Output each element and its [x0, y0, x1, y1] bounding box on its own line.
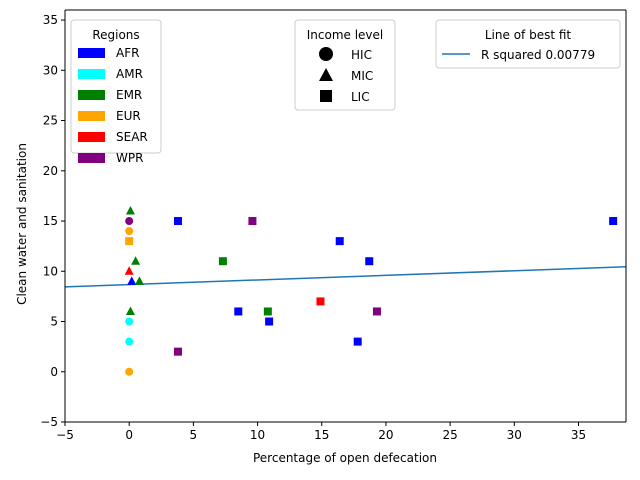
income-legend-label: HIC — [351, 48, 372, 62]
y-tick-label: −5 — [40, 415, 58, 429]
regions-legend-label: WPR — [116, 151, 143, 165]
data-point — [125, 217, 134, 226]
regions-legend-label: EUR — [116, 109, 141, 123]
y-tick-label: 10 — [43, 264, 58, 278]
income-legend: Income level HIC MIC LIC — [294, 19, 396, 111]
data-point — [134, 276, 144, 285]
data-point — [265, 317, 274, 326]
regions-legend-swatch — [78, 90, 105, 100]
data-point — [125, 367, 134, 376]
data-point — [125, 337, 134, 346]
fit-legend-frame — [435, 19, 621, 69]
regions-legend-label: AFR — [116, 46, 139, 60]
data-point — [125, 237, 134, 246]
y-tick-label: 25 — [43, 114, 58, 128]
plot-area — [64, 205, 627, 376]
y-tick-label: 35 — [43, 13, 58, 27]
regions-legend: Regions AFR AMR EMR EUR SEAR WPR — [70, 19, 162, 165]
data-point — [372, 307, 381, 316]
data-point — [609, 217, 618, 226]
income-legend-marker — [320, 90, 332, 102]
x-tick-label: 30 — [507, 428, 522, 442]
data-point — [335, 237, 344, 246]
data-point — [125, 306, 135, 315]
regions-legend-swatch — [78, 111, 105, 121]
x-tick-label: 35 — [571, 428, 586, 442]
y-axis-title: Clean water and sanitation — [15, 143, 29, 305]
regions-legend-title: Regions — [92, 28, 139, 42]
data-point — [218, 257, 227, 266]
data-point — [234, 307, 243, 316]
regions-legend-swatch — [78, 153, 105, 163]
fit-legend-title: Line of best fit — [485, 28, 572, 42]
income-legend-marker — [319, 68, 333, 81]
data-point — [173, 347, 182, 356]
x-tick-label: 10 — [250, 428, 265, 442]
x-tick-label: −5 — [56, 428, 74, 442]
regions-legend-label: SEAR — [116, 130, 148, 144]
y-tick-label: 0 — [50, 365, 58, 379]
axes: −5 0 5 10 15 20 25 30 35 −5 0 5 10 15 20 25 30 35 — [40, 9, 627, 442]
data-point — [127, 276, 137, 285]
data-point — [131, 256, 141, 265]
y-tick-label: 20 — [43, 164, 58, 178]
fit-legend: Line of best fit R squared 0.00779 — [435, 19, 621, 69]
best-fit-line — [64, 265, 627, 288]
y-tick-label: 15 — [43, 214, 58, 228]
x-tick-label: 5 — [190, 428, 198, 442]
data-point — [125, 227, 134, 236]
income-legend-marker — [319, 47, 333, 61]
data-point — [353, 337, 362, 346]
regions-legend-swatch — [78, 69, 105, 79]
data-point — [173, 217, 182, 226]
regions-legend-label: AMR — [116, 67, 143, 81]
data-point — [124, 266, 134, 275]
data-point — [125, 205, 135, 215]
income-legend-label: LIC — [351, 90, 370, 104]
income-legend-title: Income level — [307, 28, 384, 42]
data-point — [248, 217, 257, 226]
y-tick-label: 30 — [43, 63, 58, 77]
income-legend-label: MIC — [351, 69, 373, 83]
x-axis-title: Percentage of open defecation — [253, 451, 437, 465]
data-point — [365, 257, 374, 266]
y-tick-label: 5 — [50, 315, 58, 329]
fit-legend-label: R squared 0.00779 — [481, 48, 595, 62]
x-tick-label: 20 — [378, 428, 393, 442]
regions-legend-swatch — [78, 132, 105, 142]
income-legend-frame — [294, 19, 396, 111]
regions-legend-label: EMR — [116, 88, 142, 102]
regions-legend-swatch — [78, 48, 105, 58]
data-point — [316, 297, 325, 306]
x-tick-label: 25 — [442, 428, 457, 442]
data-point — [263, 307, 272, 316]
x-tick-label: 0 — [125, 428, 133, 442]
x-tick-label: 15 — [314, 428, 329, 442]
data-point — [125, 317, 134, 326]
